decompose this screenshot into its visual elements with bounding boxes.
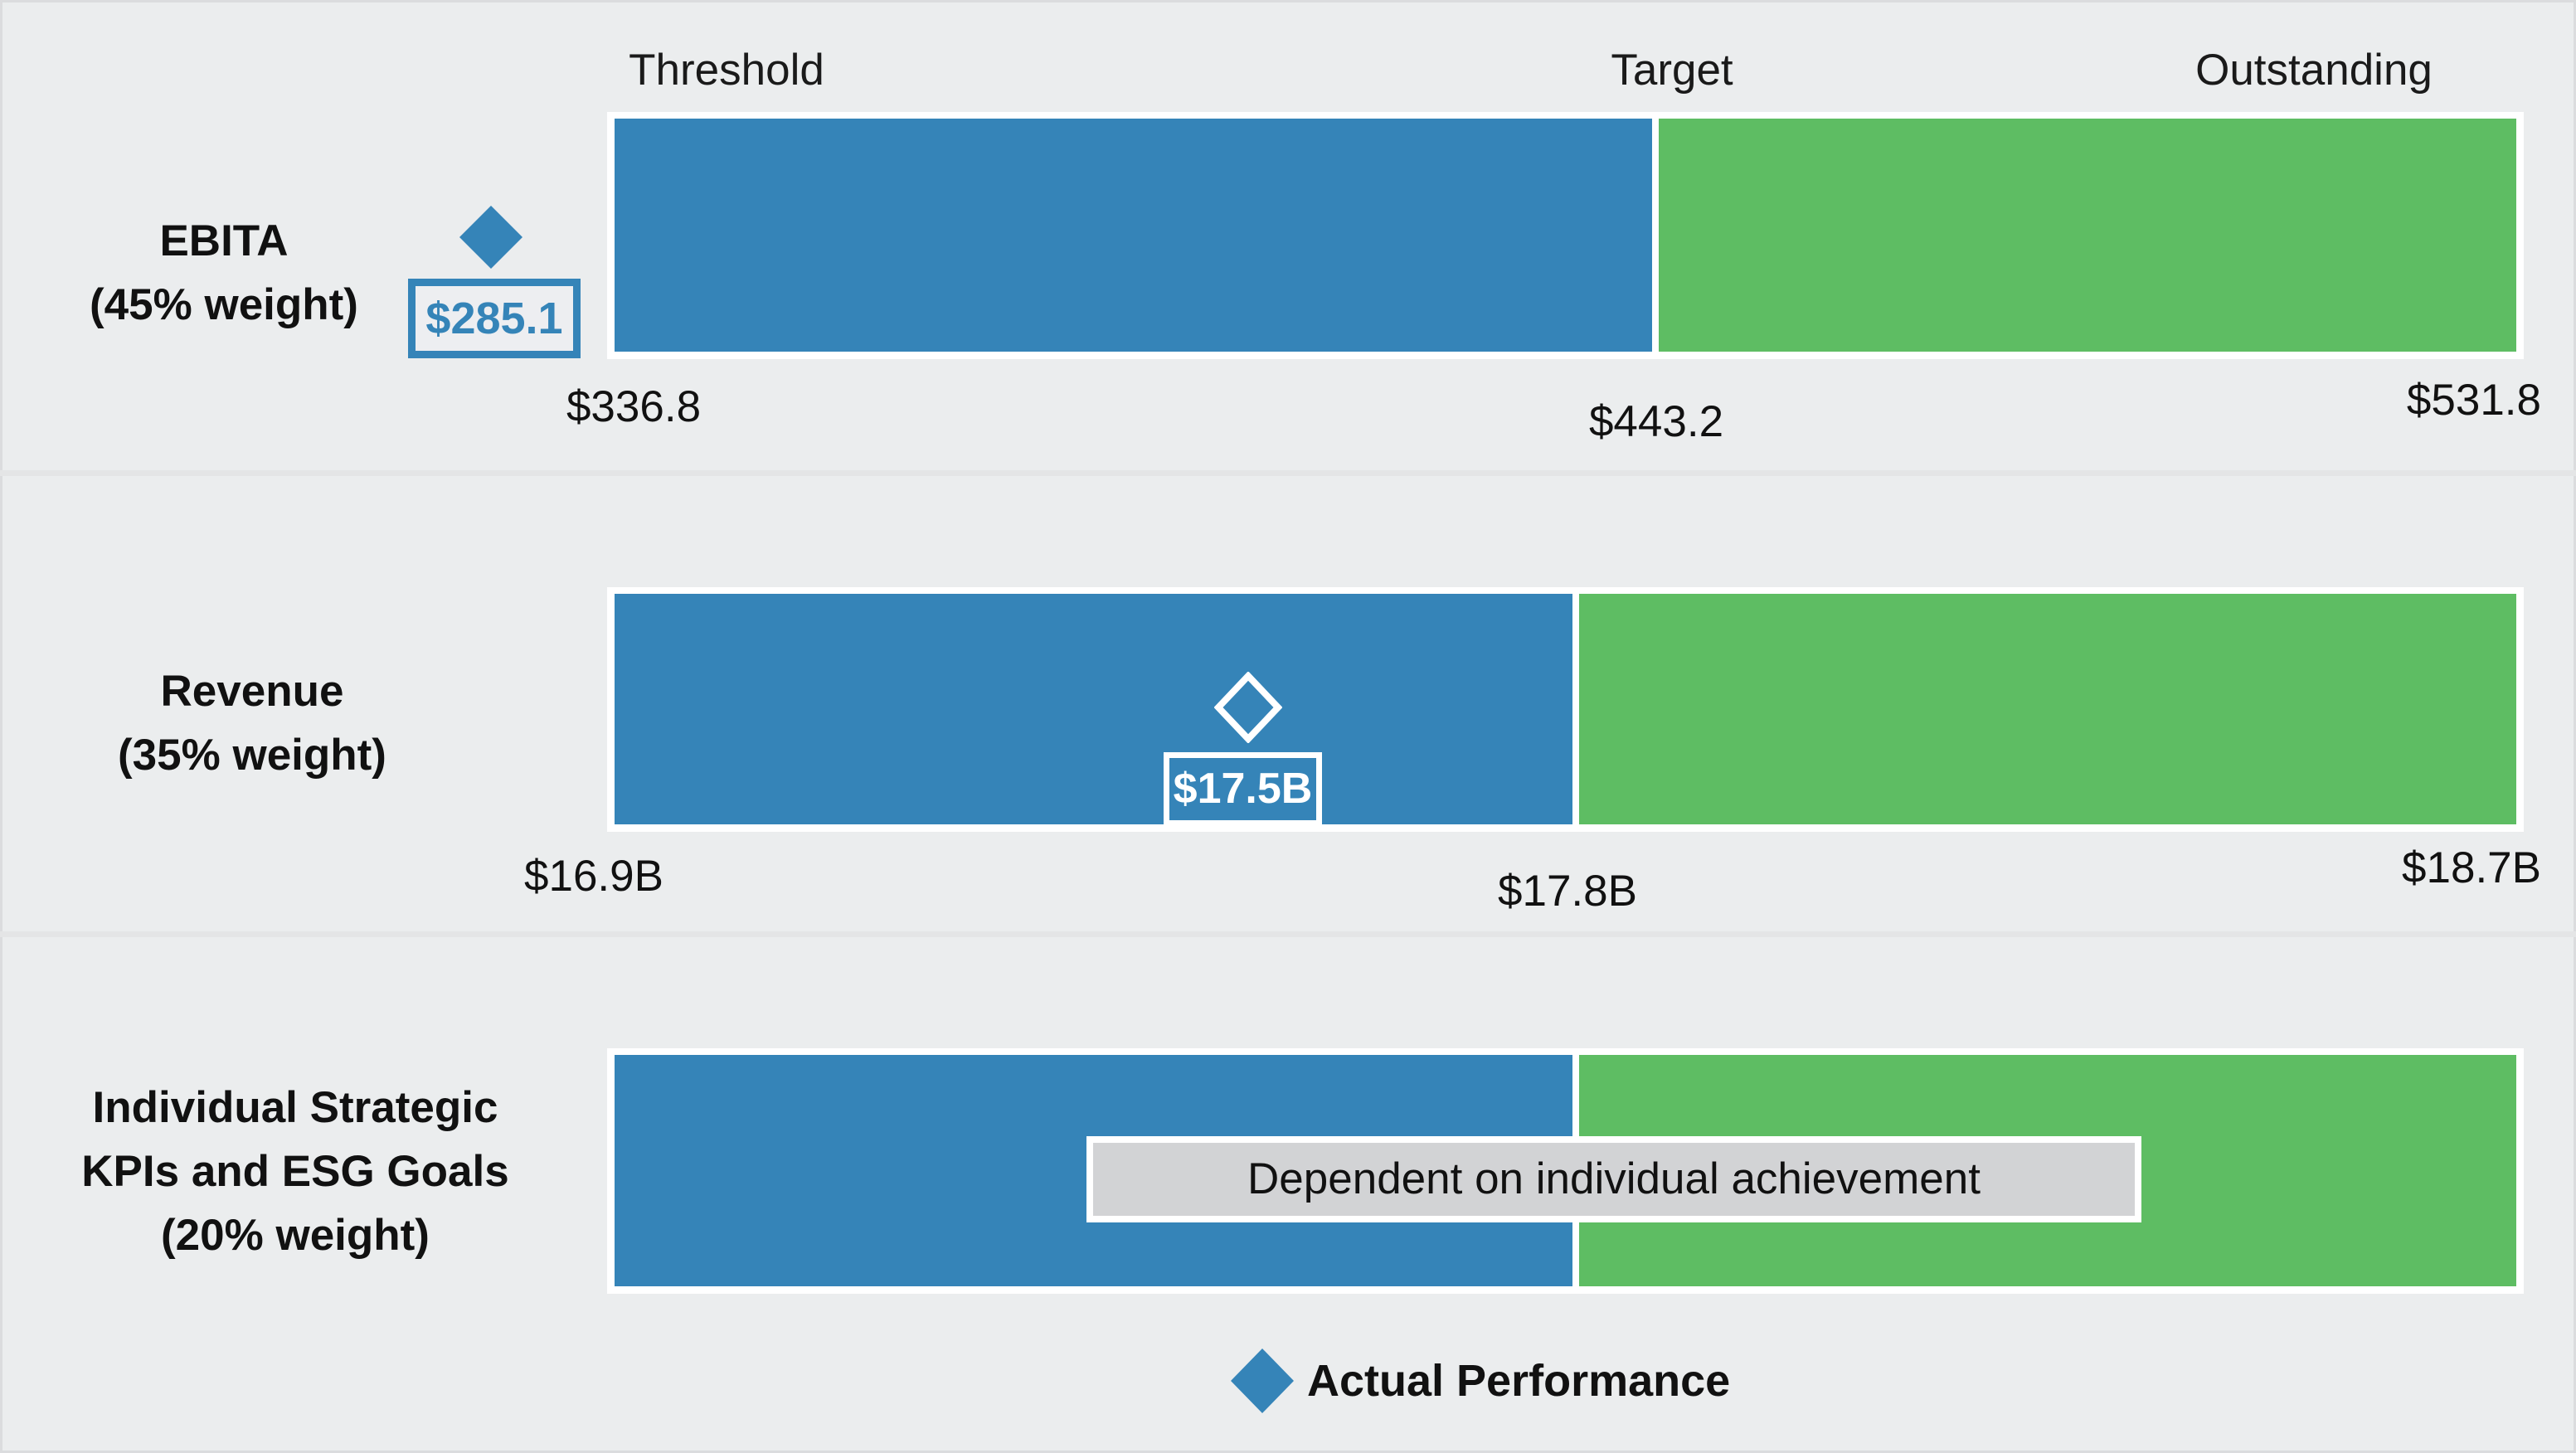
actual-value-label: $285.1	[425, 294, 563, 343]
header-target: Target	[1611, 46, 1733, 95]
range-bar-ebita	[607, 112, 2524, 359]
target-to-outstanding-segment	[1579, 594, 2516, 824]
header-outstanding: Outstanding	[2195, 46, 2433, 95]
metric-weight: (35% weight)	[118, 731, 386, 780]
metric-name: Individual Strategic	[92, 1083, 498, 1132]
row-label-ebita: EBITA (45% weight)	[33, 209, 415, 337]
metric-weight: (45% weight)	[90, 280, 358, 329]
metric-name: Revenue	[160, 667, 344, 716]
actual-performance-diamond-ebita	[459, 206, 522, 269]
row-divider	[0, 470, 2576, 476]
outstanding-value-ebita: $531.8	[2406, 376, 2541, 425]
metric-weight: (20% weight)	[161, 1211, 430, 1260]
threshold-to-target-segment	[615, 119, 1652, 352]
note-text: Dependent on individual achievement	[1247, 1154, 1981, 1203]
target-to-outstanding-segment	[1659, 119, 2516, 352]
actual-value-box-ebita: $285.1	[408, 279, 581, 358]
legend-label: Actual Performance	[1307, 1356, 1731, 1406]
threshold-to-target-segment	[615, 594, 1572, 824]
threshold-value-ebita: $336.8	[566, 382, 702, 431]
header-threshold: Threshold	[629, 46, 824, 95]
individual-achievement-note: Dependent on individual achievement	[1086, 1136, 2141, 1222]
row-label-revenue: Revenue (35% weight)	[36, 659, 468, 787]
actual-performance-diamond-revenue	[1214, 672, 1282, 743]
row-label-individual-kpis: Individual Strategic KPIs and ESG Goals …	[38, 1076, 552, 1267]
target-value-ebita: $443.2	[1588, 397, 1724, 446]
metric-name: EBITA	[159, 216, 289, 265]
actual-value-box-revenue: $17.5B	[1164, 752, 1322, 826]
threshold-value-revenue: $16.9B	[524, 852, 663, 901]
outstanding-value-revenue: $18.7B	[2402, 843, 2541, 892]
row-divider	[0, 931, 2576, 937]
legend-diamond-icon	[1231, 1349, 1294, 1413]
range-bar-revenue	[607, 587, 2524, 832]
actual-value-label: $17.5B	[1173, 765, 1313, 813]
target-value-revenue: $17.8B	[1498, 867, 1637, 916]
metric-name: KPIs and ESG Goals	[81, 1147, 509, 1196]
